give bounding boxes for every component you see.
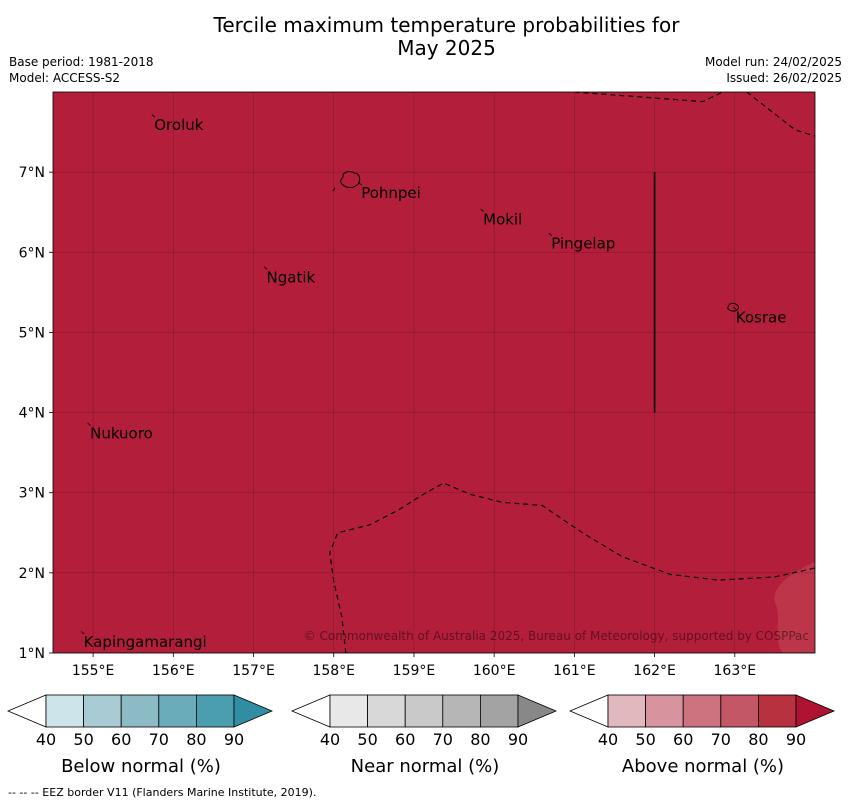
lat-tick-label: 4°N (19, 406, 45, 422)
island-marker (358, 182, 362, 186)
lighter-probability-patch (774, 562, 815, 653)
legend-tick-label: 90 (786, 730, 806, 749)
place-label: Ngatik (267, 268, 316, 286)
map-title-line-2: May 2025 (397, 36, 496, 60)
lat-tick-label: 6°N (19, 245, 45, 261)
legend-swatch (645, 694, 684, 728)
island-marker (480, 208, 484, 212)
meta-left: Base period: 1981-2018 Model: ACCESS-S2 (9, 54, 154, 86)
legend-tick-label: 60 (395, 730, 415, 749)
legend-colorbar: 40 50 60 70 80 90 Near normal (%) (290, 694, 558, 777)
legend-tick-label: 80 (186, 730, 206, 749)
eez-footnote: -- -- -- EEZ border V11 (Flanders Marine… (8, 786, 317, 799)
legend-swatch (120, 694, 160, 728)
eez-border (574, 92, 724, 103)
probability-field (53, 92, 815, 653)
lat-tick-label: 2°N (19, 566, 45, 582)
lon-tick-label: 158°E (312, 663, 355, 679)
lon-tick-label: 161°E (553, 663, 596, 679)
legend-tick-label: 50 (73, 730, 93, 749)
legend-swatch (367, 694, 406, 728)
legend-tick-label: 70 (433, 730, 453, 749)
legend-tick-label: 40 (598, 730, 618, 749)
lon-tick-label: 163°E (714, 663, 757, 679)
legend-swatch (329, 694, 368, 728)
island-marker (733, 306, 737, 310)
place-label: Kosrae (736, 308, 787, 326)
legend-swatch (195, 694, 235, 728)
legend-upper-arrow (795, 694, 836, 728)
legend-tick-label: 40 (36, 730, 56, 749)
map-title: Tercile maximum temperature probabilitie… (0, 14, 850, 60)
legend-tick-label: 70 (711, 730, 731, 749)
legend-title: Above normal (%) (622, 756, 784, 777)
place-label: Nukuoro (90, 425, 153, 443)
legend-swatch (158, 694, 197, 728)
island-marker (263, 266, 268, 270)
legend-swatch (479, 694, 519, 728)
place-label: Oroluk (154, 116, 203, 134)
legend-swatch (758, 694, 797, 728)
model-run-label: Model run: 24/02/2025 (704, 55, 842, 69)
lon-tick-label: 160°E (473, 663, 516, 679)
legend-swatch (404, 694, 444, 728)
lat-tick-label: 1°N (19, 646, 45, 662)
legend-tick-label: 40 (320, 730, 340, 749)
meta-right: Model run: 24/02/2025 Issued: 26/02/2025 (705, 54, 842, 86)
model-label: Model: ACCESS-S2 (9, 71, 121, 85)
legend-swatch (682, 694, 722, 728)
map-title-line-1: Tercile maximum temperature probabilitie… (213, 13, 680, 37)
legend-title: Near normal (%) (351, 756, 500, 777)
island-marker (548, 232, 553, 236)
place-label: Pingelap (551, 235, 615, 253)
legend-tick-label: 80 (470, 730, 490, 749)
legend-tick-label: 50 (357, 730, 377, 749)
legend-swatch (720, 694, 759, 728)
island-marker (87, 422, 91, 426)
island-marker (151, 114, 156, 118)
legend-swatch (442, 694, 481, 728)
place-label: Pohnpei (361, 184, 421, 202)
legend-swatch (45, 694, 84, 728)
islet-ant (332, 187, 336, 192)
legend-tick-label: 90 (224, 730, 244, 749)
lat-tick-label: 7°N (19, 165, 45, 181)
lon-tick-label: 157°E (232, 663, 275, 679)
legend-tick-label: 50 (635, 730, 655, 749)
lat-tick-label: 5°N (19, 325, 45, 341)
lon-tick-label: 156°E (152, 663, 195, 679)
lon-tick-label: 159°E (393, 663, 436, 679)
legend-tick-label: 60 (111, 730, 131, 749)
island-marker (80, 631, 85, 635)
eez-border (329, 482, 815, 653)
legend-tick-label: 60 (673, 730, 693, 749)
lat-tick-label: 3°N (19, 486, 45, 502)
legend-lower-arrow (568, 694, 609, 728)
legend-tick-label: 90 (508, 730, 528, 749)
legend-lower-arrow (290, 694, 331, 728)
legend-upper-arrow (517, 694, 558, 728)
legend-tick-label: 70 (149, 730, 169, 749)
base-period-label: Base period: 1981-2018 (9, 55, 154, 69)
island-pohnpei (340, 171, 361, 188)
legend-tick-label: 80 (748, 730, 768, 749)
place-label: Mokil (483, 211, 522, 229)
island-kosrae (727, 302, 739, 312)
issued-label: Issued: 26/02/2025 (726, 71, 842, 85)
eez-border (746, 92, 815, 137)
map-frame (52, 91, 816, 654)
lon-tick-label: 155°E (72, 663, 115, 679)
graticule (53, 92, 815, 654)
legend-swatch (607, 694, 646, 728)
legend-swatch (83, 694, 122, 728)
legend-title: Below normal (%) (61, 756, 221, 777)
copyright-notice: © Commonwealth of Australia 2025, Bureau… (304, 629, 809, 643)
lon-tick-label: 162°E (633, 663, 676, 679)
place-label: Kapingamarangi (84, 633, 207, 651)
legend-upper-arrow (233, 694, 274, 728)
legend-lower-arrow (6, 694, 47, 728)
